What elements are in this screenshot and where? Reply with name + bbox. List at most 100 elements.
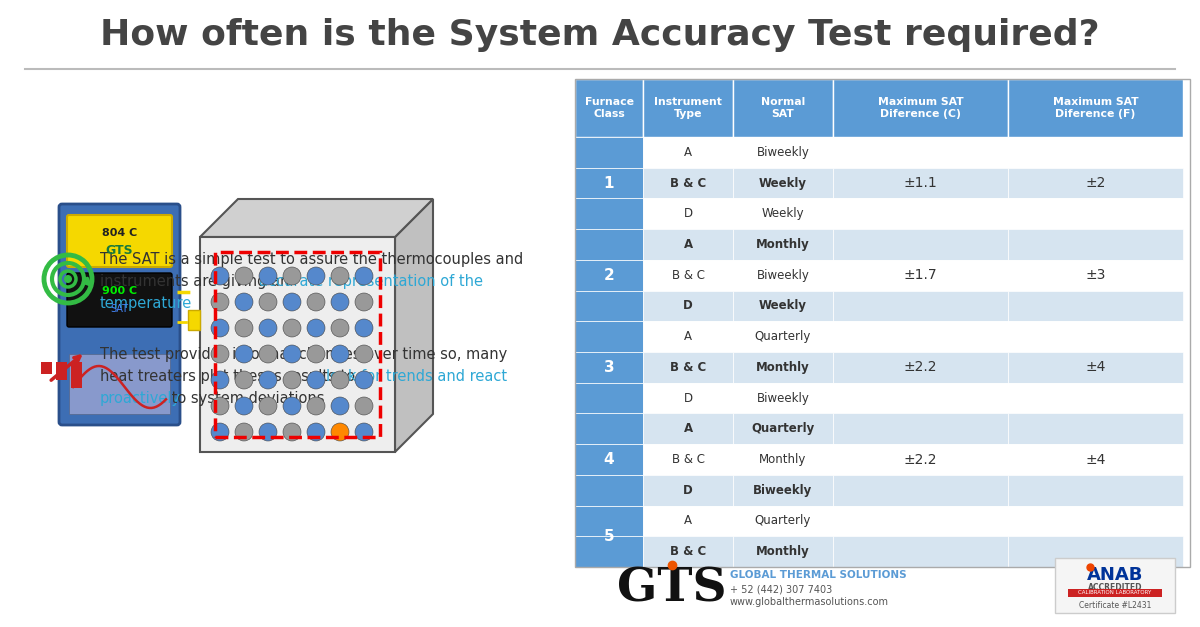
Text: Monthly: Monthly <box>760 453 806 466</box>
Bar <box>1008 382 1183 413</box>
Text: D: D <box>683 300 692 312</box>
Bar <box>643 505 733 536</box>
Bar <box>733 260 833 290</box>
Text: 5: 5 <box>604 529 614 544</box>
Text: B & C: B & C <box>672 453 704 466</box>
Text: ±1.7: ±1.7 <box>904 268 937 282</box>
Circle shape <box>283 397 301 415</box>
Text: GTS: GTS <box>106 245 133 258</box>
Text: Instrument
Type: Instrument Type <box>654 97 722 119</box>
Bar <box>575 444 643 475</box>
Bar <box>575 475 643 505</box>
Bar <box>70 354 170 414</box>
Text: B & C: B & C <box>672 269 704 282</box>
Bar <box>1008 413 1183 444</box>
Circle shape <box>355 293 373 311</box>
Text: ANAB: ANAB <box>1087 566 1144 584</box>
Text: 2: 2 <box>604 268 614 283</box>
Bar <box>575 382 643 413</box>
Text: to system deviations: to system deviations <box>167 391 324 406</box>
Bar <box>733 167 833 198</box>
Bar <box>833 536 1008 567</box>
Circle shape <box>331 371 349 389</box>
Text: D: D <box>684 208 692 220</box>
Circle shape <box>307 267 325 285</box>
Bar <box>575 79 643 137</box>
Bar <box>733 444 833 475</box>
Bar <box>733 290 833 321</box>
Circle shape <box>355 397 373 415</box>
Bar <box>833 229 1008 260</box>
Bar <box>643 475 733 505</box>
Circle shape <box>307 371 325 389</box>
Text: Monthly: Monthly <box>756 361 810 374</box>
Circle shape <box>259 319 277 337</box>
Circle shape <box>235 293 253 311</box>
Bar <box>733 229 833 260</box>
Bar <box>643 352 733 382</box>
Text: Certificate #L2431: Certificate #L2431 <box>1079 601 1151 609</box>
Bar <box>833 382 1008 413</box>
Text: ACCREDITED: ACCREDITED <box>1087 582 1142 591</box>
Bar <box>833 198 1008 229</box>
Circle shape <box>211 423 229 441</box>
Bar <box>1008 229 1183 260</box>
Text: CALIBRATION LABORATORY: CALIBRATION LABORATORY <box>1079 591 1152 596</box>
Text: 1: 1 <box>604 176 614 191</box>
Text: Furnace
Class: Furnace Class <box>584 97 634 119</box>
Circle shape <box>235 371 253 389</box>
Circle shape <box>307 423 325 441</box>
Circle shape <box>259 371 277 389</box>
Text: Weekly: Weekly <box>760 177 808 189</box>
Text: B & C: B & C <box>670 361 706 374</box>
Circle shape <box>235 319 253 337</box>
Circle shape <box>259 397 277 415</box>
Bar <box>643 321 733 352</box>
Text: Maximum SAT
Diference (C): Maximum SAT Diference (C) <box>877 97 964 119</box>
Bar <box>575 505 643 536</box>
Circle shape <box>211 293 229 311</box>
Bar <box>833 321 1008 352</box>
Bar <box>1008 475 1183 505</box>
Bar <box>643 79 733 137</box>
Bar <box>71 362 82 388</box>
Text: Weekly: Weekly <box>762 208 804 220</box>
Bar <box>575 536 643 567</box>
Bar <box>643 382 733 413</box>
Circle shape <box>211 319 229 337</box>
Text: Biweekly: Biweekly <box>756 146 810 159</box>
Bar <box>1008 444 1183 475</box>
Circle shape <box>355 319 373 337</box>
Bar <box>41 362 52 374</box>
Bar <box>833 505 1008 536</box>
Bar <box>733 505 833 536</box>
Text: Biweekly: Biweekly <box>756 392 810 404</box>
Text: The test provides info that changes over time so, many: The test provides info that changes over… <box>100 347 508 362</box>
Circle shape <box>307 397 325 415</box>
Circle shape <box>235 345 253 363</box>
Bar <box>1008 352 1183 382</box>
Bar <box>733 321 833 352</box>
Circle shape <box>259 423 277 441</box>
Text: A: A <box>684 330 692 343</box>
Bar <box>1008 321 1183 352</box>
Text: Quarterly: Quarterly <box>751 423 815 435</box>
Text: temperature: temperature <box>100 296 192 311</box>
Circle shape <box>283 293 301 311</box>
Text: + 52 (442) 307 7403: + 52 (442) 307 7403 <box>730 584 833 594</box>
Circle shape <box>331 397 349 415</box>
Text: 4: 4 <box>604 452 614 467</box>
Text: D: D <box>684 392 692 404</box>
Text: Quarterly: Quarterly <box>755 330 811 343</box>
Bar <box>215 252 380 437</box>
Circle shape <box>283 319 301 337</box>
Text: Biweekly: Biweekly <box>754 483 812 497</box>
Bar <box>1008 198 1183 229</box>
Bar <box>200 237 395 452</box>
Circle shape <box>307 345 325 363</box>
Bar <box>643 137 733 167</box>
Circle shape <box>235 397 253 415</box>
Bar <box>575 198 643 229</box>
Bar <box>733 352 833 382</box>
Bar <box>1008 505 1183 536</box>
